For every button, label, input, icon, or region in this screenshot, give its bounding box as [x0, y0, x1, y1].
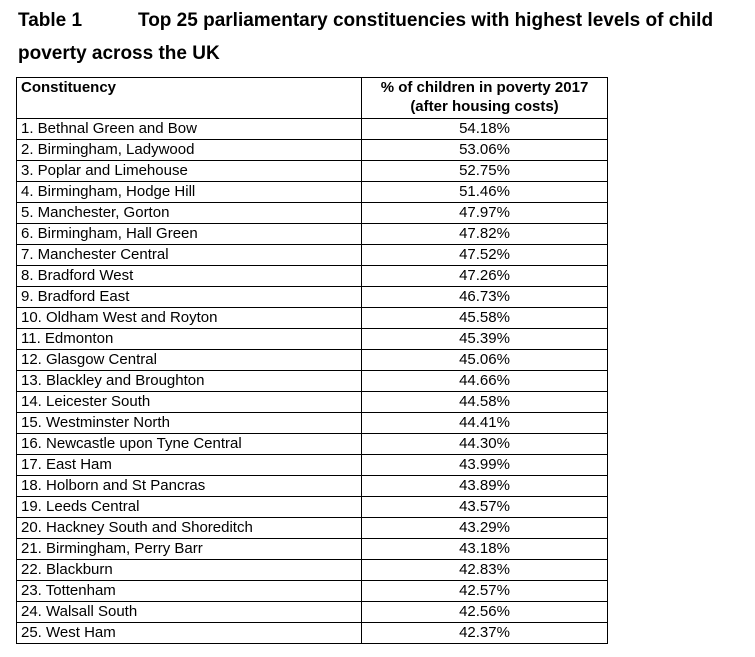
constituency-cell: 21. Birmingham, Perry Barr	[16, 538, 362, 560]
constituency-cell: 19. Leeds Central	[16, 496, 362, 518]
constituency-cell: 9. Bradford East	[16, 286, 362, 308]
constituency-cell: 3. Poplar and Limehouse	[16, 160, 362, 182]
table-row: 16. Newcastle upon Tyne Central 44.30%	[16, 433, 608, 455]
table-row: 7. Manchester Central 47.52%	[16, 244, 608, 266]
percent-cell: 47.52%	[361, 244, 608, 266]
percent-cell: 47.97%	[361, 202, 608, 224]
table-header-row: Constituency % of children in poverty 20…	[16, 77, 608, 119]
percent-cell: 42.37%	[361, 622, 608, 644]
table-row: 6. Birmingham, Hall Green 47.82%	[16, 223, 608, 245]
table-row: 22. Blackburn 42.83%	[16, 559, 608, 581]
table-row: 10. Oldham West and Royton 45.58%	[16, 307, 608, 329]
table-row: 13. Blackley and Broughton 44.66%	[16, 370, 608, 392]
percent-cell: 45.06%	[361, 349, 608, 371]
constituency-cell: 14. Leicester South	[16, 391, 362, 413]
percent-cell: 42.56%	[361, 601, 608, 623]
constituency-cell: 18. Holborn and St Pancras	[16, 475, 362, 497]
constituency-cell: 11. Edmonton	[16, 328, 362, 350]
constituency-cell: 15. Westminster North	[16, 412, 362, 434]
constituency-cell: 23. Tottenham	[16, 580, 362, 602]
constituency-cell: 4. Birmingham, Hodge Hill	[16, 181, 362, 203]
constituency-cell: 13. Blackley and Broughton	[16, 370, 362, 392]
percent-cell: 53.06%	[361, 139, 608, 161]
percent-cell: 44.66%	[361, 370, 608, 392]
table-title-part-1: Top 25 parliamentary constituencies with…	[138, 10, 714, 31]
constituency-cell: 22. Blackburn	[16, 559, 362, 581]
percent-cell: 42.57%	[361, 580, 608, 602]
table-label: Table 1	[18, 10, 83, 31]
percent-cell: 52.75%	[361, 160, 608, 182]
table-row: 2. Birmingham, Ladywood 53.06%	[16, 139, 608, 161]
percent-cell: 47.26%	[361, 265, 608, 287]
table-row: 8. Bradford West 47.26%	[16, 265, 608, 287]
constituency-cell: 16. Newcastle upon Tyne Central	[16, 433, 362, 455]
percent-cell: 44.58%	[361, 391, 608, 413]
table-row: 17. East Ham 43.99%	[16, 454, 608, 476]
table-row: 21. Birmingham, Perry Barr 43.18%	[16, 538, 608, 560]
percent-cell: 43.18%	[361, 538, 608, 560]
percent-cell: 44.30%	[361, 433, 608, 455]
constituency-cell: 25. West Ham	[16, 622, 362, 644]
constituency-cell: 6. Birmingham, Hall Green	[16, 223, 362, 245]
table-row: 24. Walsall South 42.56%	[16, 601, 608, 623]
table-row: 19. Leeds Central 43.57%	[16, 496, 608, 518]
percent-cell: 42.83%	[361, 559, 608, 581]
header-constituency: Constituency	[16, 77, 362, 119]
table-row: 1. Bethnal Green and Bow 54.18%	[16, 118, 608, 140]
constituency-cell: 2. Birmingham, Ladywood	[16, 139, 362, 161]
constituency-cell: 7. Manchester Central	[16, 244, 362, 266]
table-row: 14. Leicester South 44.58%	[16, 391, 608, 413]
header-percent: % of children in poverty 2017 (after hou…	[361, 77, 608, 119]
percent-cell: 43.57%	[361, 496, 608, 518]
percent-cell: 44.41%	[361, 412, 608, 434]
constituency-cell: 5. Manchester, Gorton	[16, 202, 362, 224]
table-row: 11. Edmonton 45.39%	[16, 328, 608, 350]
table-row: 25. West Ham 42.37%	[16, 622, 608, 644]
poverty-table: Constituency % of children in poverty 20…	[16, 77, 608, 644]
header-percent-line-1: % of children in poverty 2017	[380, 79, 589, 96]
percent-cell: 45.58%	[361, 307, 608, 329]
table-row: 3. Poplar and Limehouse 52.75%	[16, 160, 608, 182]
constituency-cell: 17. East Ham	[16, 454, 362, 476]
constituency-cell: 12. Glasgow Central	[16, 349, 362, 371]
percent-cell: 47.82%	[361, 223, 608, 245]
percent-cell: 51.46%	[361, 181, 608, 203]
percent-cell: 43.89%	[361, 475, 608, 497]
table-row: 15. Westminster North 44.41%	[16, 412, 608, 434]
table-row: 9. Bradford East 46.73%	[16, 286, 608, 308]
constituency-cell: 20. Hackney South and Shoreditch	[16, 517, 362, 539]
table-row: 20. Hackney South and Shoreditch 43.29%	[16, 517, 608, 539]
constituency-cell: 8. Bradford West	[16, 265, 362, 287]
table-body: 1. Bethnal Green and Bow 54.18% 2. Birming…	[16, 118, 608, 644]
percent-cell: 54.18%	[361, 118, 608, 140]
table-row: 12. Glasgow Central 45.06%	[16, 349, 608, 371]
percent-cell: 46.73%	[361, 286, 608, 308]
caption-line-1: Table 1 Top 25 parliamentary constituenci…	[18, 4, 748, 37]
header-percent-line-2: (after housing costs)	[410, 98, 559, 115]
table-row: 18. Holborn and St Pancras 43.89%	[16, 475, 608, 497]
caption-line-2: poverty across the UK	[18, 43, 220, 64]
constituency-cell: 1. Bethnal Green and Bow	[16, 118, 362, 140]
constituency-cell: 24. Walsall South	[16, 601, 362, 623]
percent-cell: 43.29%	[361, 517, 608, 539]
table-row: 23. Tottenham 42.57%	[16, 580, 608, 602]
table-row: 5. Manchester, Gorton 47.97%	[16, 202, 608, 224]
percent-cell: 45.39%	[361, 328, 608, 350]
table-row: 4. Birmingham, Hodge Hill 51.46%	[16, 181, 608, 203]
table-caption: Table 1 Top 25 parliamentary constituenci…	[18, 4, 748, 70]
percent-cell: 43.99%	[361, 454, 608, 476]
constituency-cell: 10. Oldham West and Royton	[16, 307, 362, 329]
